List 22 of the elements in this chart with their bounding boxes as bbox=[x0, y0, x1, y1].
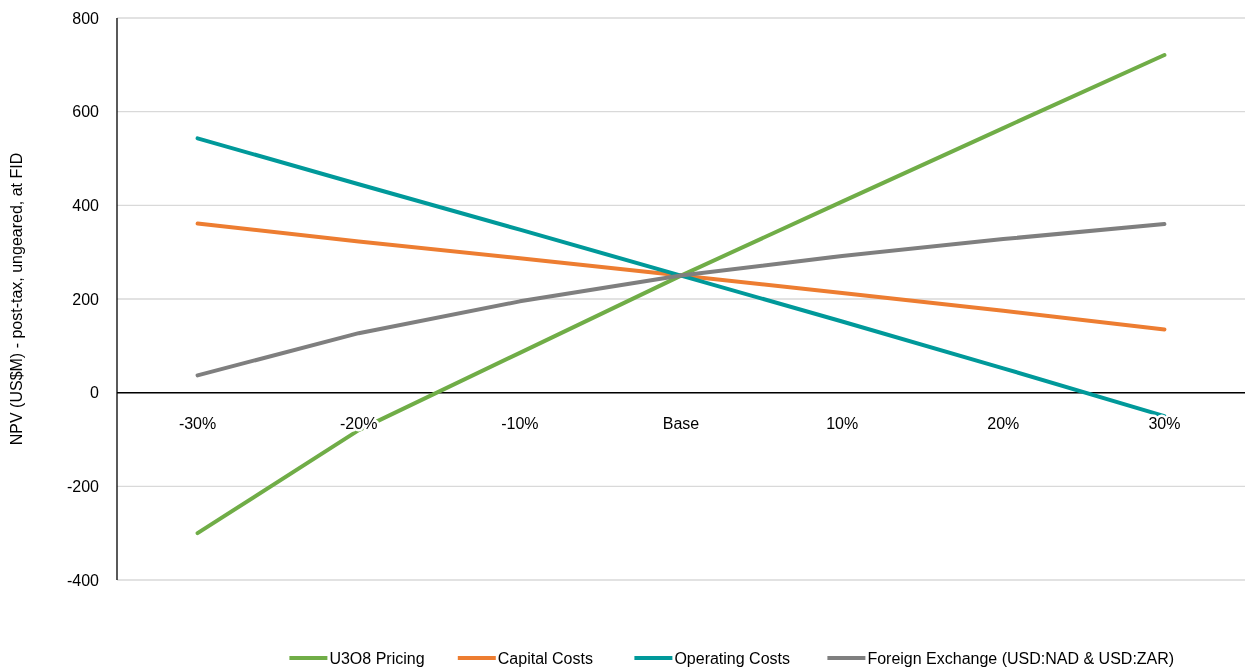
y-tick-label: 400 bbox=[72, 196, 100, 214]
y-tick-label: 600 bbox=[72, 103, 100, 121]
legend-label: Capital Costs bbox=[497, 649, 593, 667]
x-tick-label: 20% bbox=[987, 414, 1020, 432]
y-tick-label: 0 bbox=[90, 384, 100, 402]
y-tick-label: 200 bbox=[72, 290, 100, 308]
x-tick-label: -30% bbox=[178, 414, 217, 432]
line-series bbox=[195, 136, 1167, 419]
legend-label: Foreign Exchange (USD:NAD & USD:ZAR) bbox=[867, 649, 1175, 667]
legend-label: U3O8 Pricing bbox=[329, 649, 425, 667]
y-axis-title: NPV (US$M) - post-tax, ungeared, at FID bbox=[8, 152, 25, 446]
line-series bbox=[195, 222, 1167, 378]
x-tick-label: Base bbox=[662, 414, 700, 432]
x-tick-label: -10% bbox=[501, 414, 539, 432]
line-series bbox=[195, 221, 1167, 332]
y-tick-label: -400 bbox=[66, 571, 100, 589]
x-tick-label: 30% bbox=[1148, 414, 1181, 432]
y-tick-label: -200 bbox=[66, 477, 100, 495]
x-tick-label: 10% bbox=[826, 414, 859, 432]
legend-label: Operating Costs bbox=[674, 649, 791, 667]
x-tick-label: -20% bbox=[340, 414, 378, 432]
y-tick-label: 800 bbox=[72, 9, 100, 27]
